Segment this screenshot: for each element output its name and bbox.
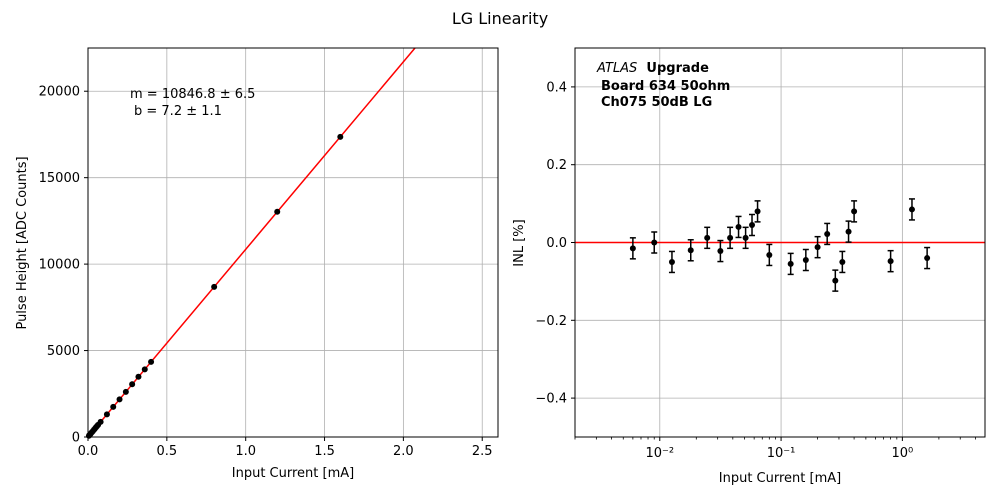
pulse-height-fit-intercept: b = 7.2 ± 1.1: [134, 104, 222, 119]
pulse-height-point: [110, 403, 117, 410]
pulse-height-ylabel: Pulse Height [ADC Counts]: [15, 156, 30, 329]
figure-title: LG Linearity: [452, 9, 548, 28]
pulse-height-point: [116, 396, 123, 403]
pulse-height-point: [97, 418, 104, 425]
inl-ytick-label: 0.2: [546, 158, 567, 173]
pulse-height-ytick-label: 20000: [39, 85, 80, 100]
pulse-height-ytick-label: 5000: [47, 344, 80, 359]
inl-point: [845, 228, 852, 235]
inl-label-upgrade: Upgrade: [646, 61, 709, 76]
inl-chart: 10⁻² 10⁻¹ 10⁰ −0.4 −0.2 0.0 0.2 0.4 ATLAS Upgra…: [512, 47, 986, 486]
inl-point: [802, 257, 809, 264]
inl-ticks: 10⁻² 10⁻¹ 10⁰ −0.4 −0.2 0.0 0.2 0.4: [535, 80, 976, 461]
inl-ytick-label: 0.0: [546, 236, 567, 251]
inl-label-channel: Ch075 50dB LG: [601, 95, 712, 110]
pulse-height-xlabel: Input Current [mA]: [232, 466, 354, 481]
inl-ylabel: INL [%]: [512, 219, 527, 266]
inl-point: [851, 208, 858, 215]
pulse-height-xtick-label: 0.5: [157, 444, 178, 459]
inl-xtick-label: 10⁻¹: [767, 446, 796, 461]
inl-point: [704, 234, 711, 241]
pulse-height-xtick-label: 1.5: [314, 444, 335, 459]
pulse-height-ytick-label: 0: [72, 431, 80, 446]
inl-point: [924, 255, 931, 262]
pulse-height-ticks: 0.0 0.5 1.0 1.5 2.0 2.5 0 5000 10000 15000 20000: [39, 85, 493, 459]
pulse-height-xtick-label: 2.0: [393, 444, 414, 459]
inl-label-atlas: ATLAS Upgrade: [596, 61, 709, 76]
pulse-height-fit-line: [87, 47, 416, 438]
inl-point: [908, 206, 915, 213]
inl-ytick-label: −0.4: [535, 392, 567, 407]
inl-point: [651, 239, 658, 246]
inl-label-atlas-word: ATLAS: [596, 61, 637, 76]
inl-point: [717, 248, 724, 255]
pulse-height-xtick-label: 2.5: [472, 444, 493, 459]
inl-point: [749, 221, 756, 228]
inl-label-board: Board 634 50ohm: [601, 79, 730, 94]
inl-point: [687, 247, 694, 254]
inl-point: [727, 234, 734, 241]
inl-point: [742, 234, 749, 241]
pulse-height-point: [103, 411, 110, 418]
pulse-height-fit-segment: [87, 47, 416, 438]
pulse-height-point: [274, 208, 281, 215]
pulse-height-ytick-label: 10000: [39, 258, 80, 273]
pulse-height-xtick-label: 0.0: [78, 444, 99, 459]
inl-points: [629, 198, 931, 292]
pulse-height-axes-frame: [87, 47, 499, 438]
inl-ytick-label: 0.4: [546, 80, 567, 95]
inl-point: [766, 251, 773, 258]
inl-xtick-label: 10⁻²: [645, 446, 674, 461]
pulse-height-point: [135, 373, 142, 380]
pulse-height-chart: 0.0 0.5 1.0 1.5 2.0 2.5 0 5000 10000 15000 20000 m…: [15, 47, 499, 481]
inl-point: [787, 260, 794, 267]
inl-point: [668, 258, 675, 265]
pulse-height-point: [148, 358, 155, 365]
inl-point: [887, 258, 894, 265]
inl-ytick-label: −0.2: [535, 314, 567, 329]
inl-xtick-label: 10⁰: [891, 446, 913, 461]
inl-point: [754, 208, 761, 215]
inl-point: [814, 244, 821, 251]
pulse-height-point: [122, 388, 129, 395]
pulse-height-ytick-label: 15000: [39, 171, 80, 186]
pulse-height-xtick-label: 1.0: [235, 444, 256, 459]
pulse-height-point: [337, 133, 344, 140]
inl-point: [832, 277, 839, 284]
pulse-height-point: [129, 381, 136, 388]
pulse-height-point: [141, 366, 148, 373]
inl-point: [839, 258, 846, 265]
inl-point: [629, 245, 636, 252]
inl-xlabel: Input Current [mA]: [719, 471, 841, 486]
pulse-height-point: [211, 283, 218, 290]
inl-point: [824, 230, 831, 237]
pulse-height-fit-slope: m = 10846.8 ± 6.5: [130, 87, 255, 102]
inl-point: [735, 223, 742, 230]
